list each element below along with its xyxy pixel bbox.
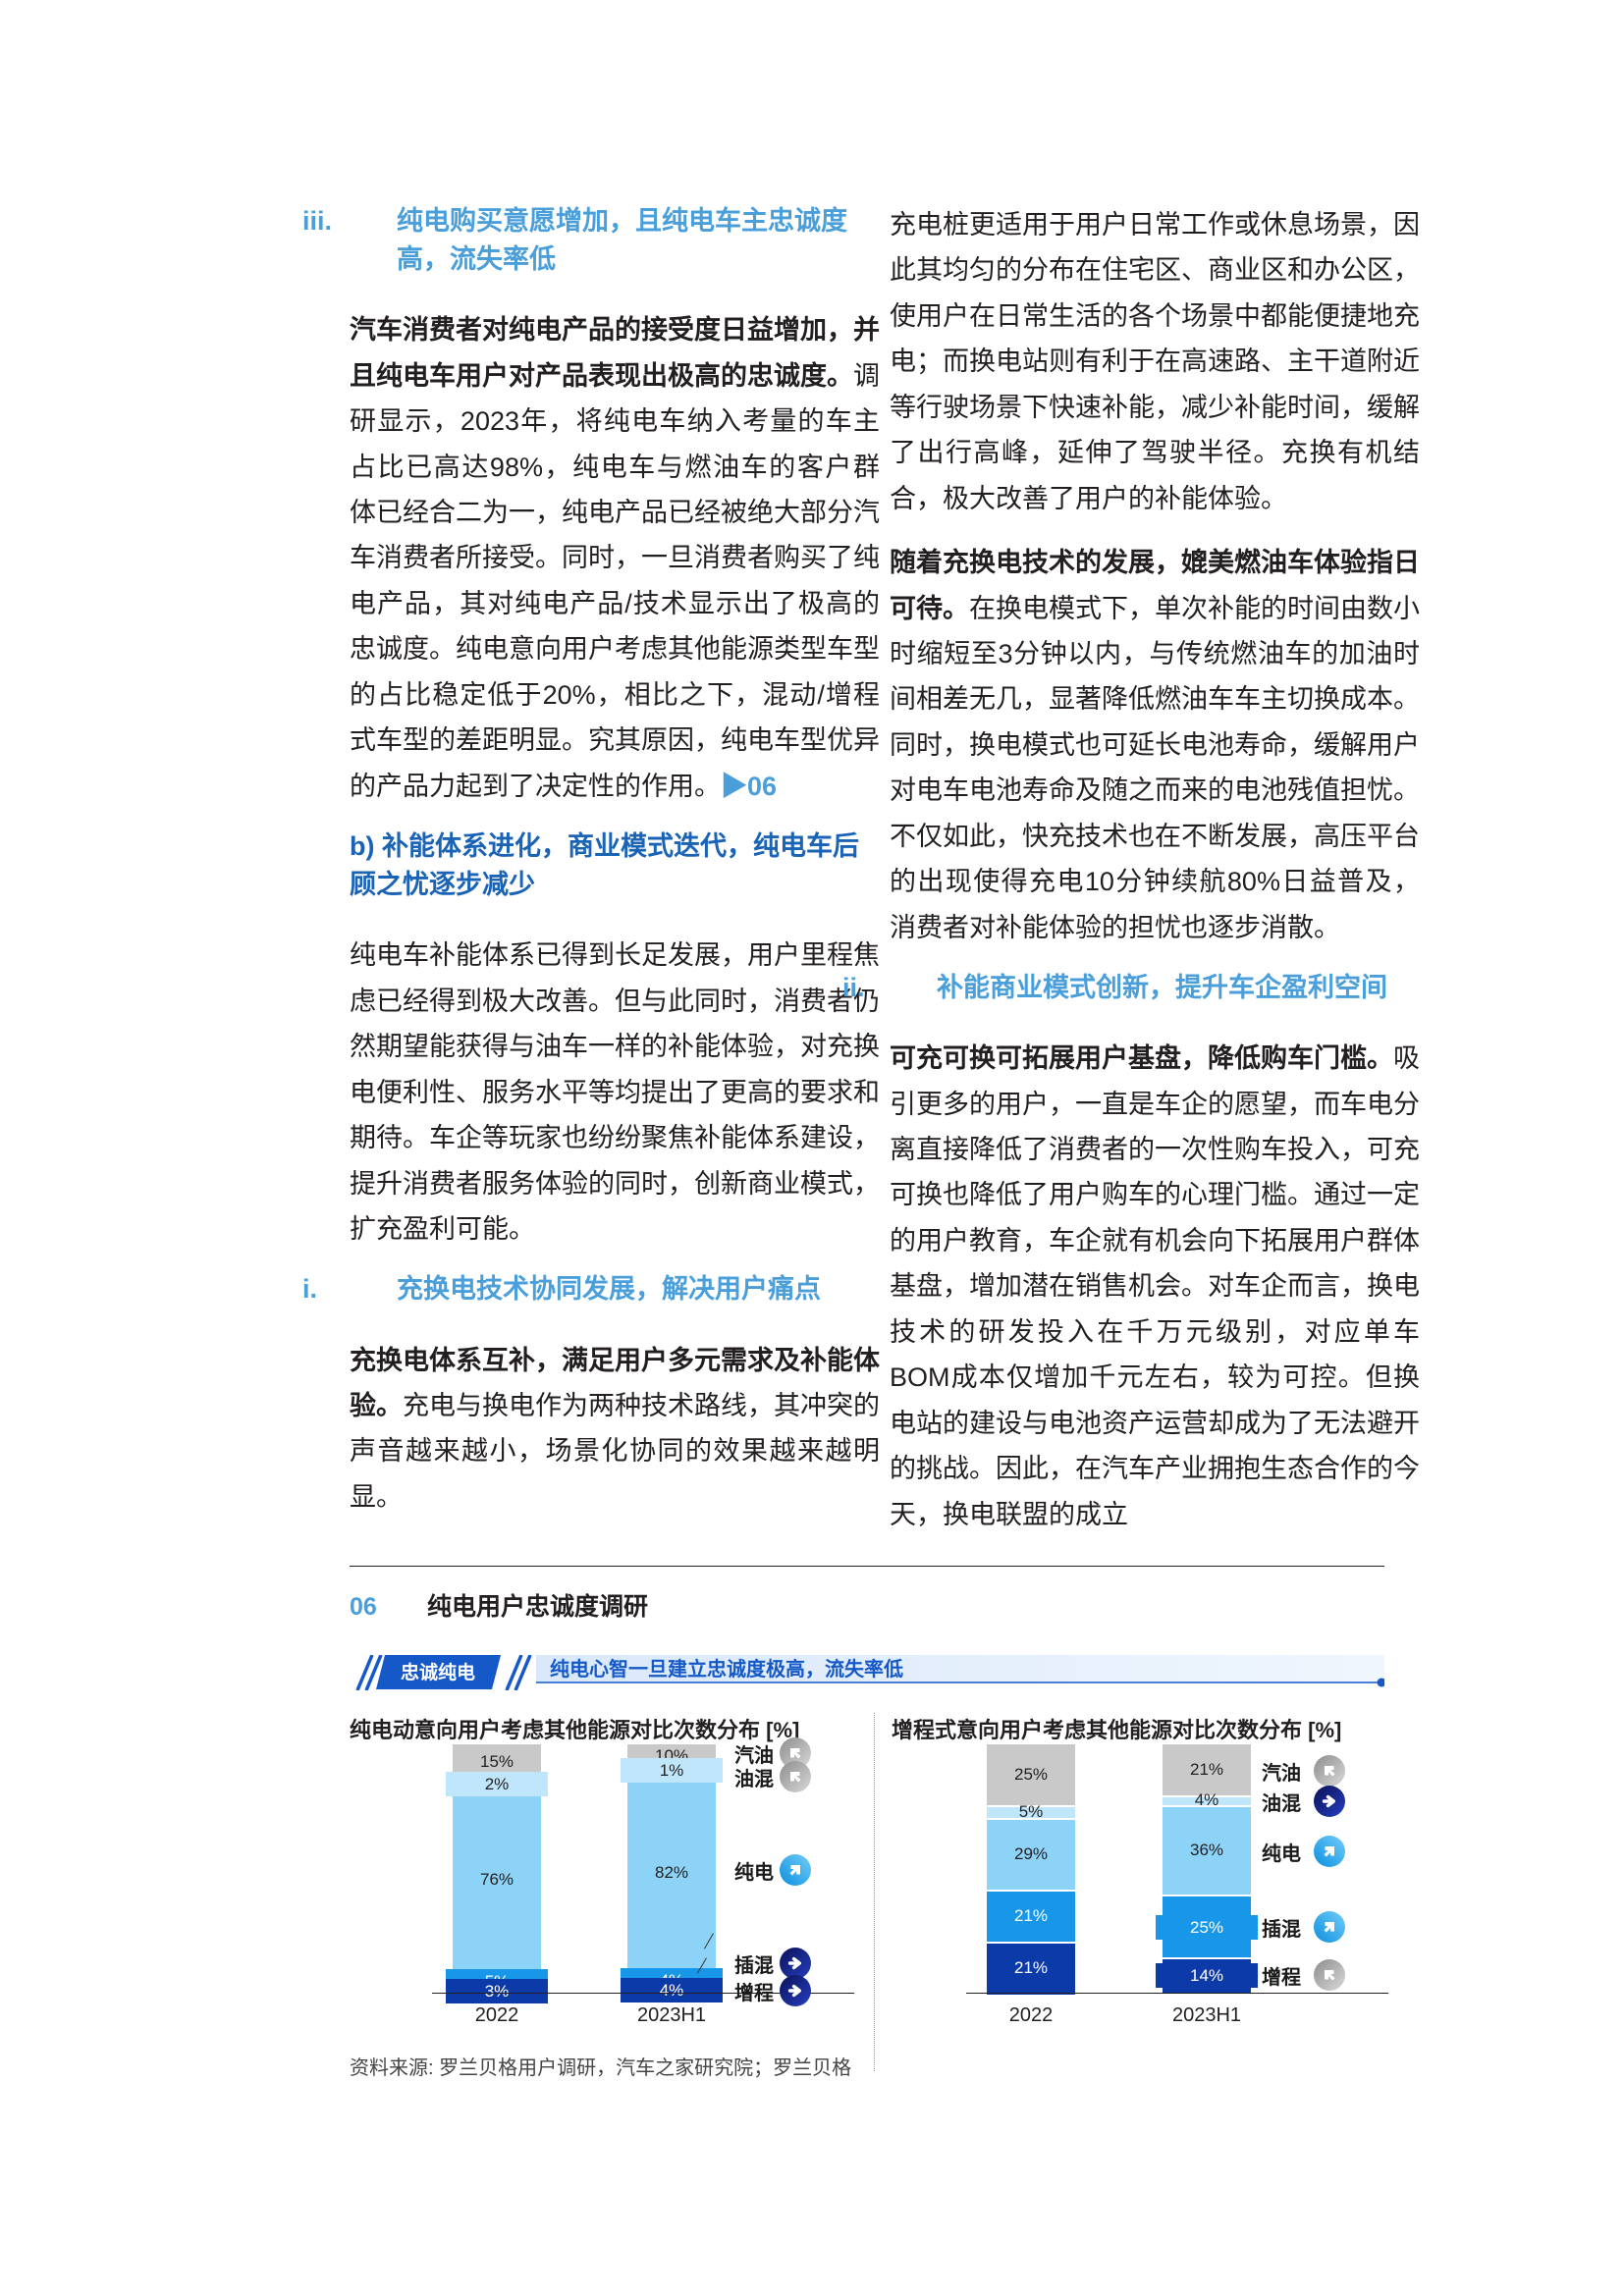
svg-text:忠诚纯电: 忠诚纯电 (401, 1661, 475, 1683)
svg-text:纯电心智一旦建立忠诚度极高，流失率低: 纯电心智一旦建立忠诚度极高，流失率低 (550, 1657, 903, 1681)
